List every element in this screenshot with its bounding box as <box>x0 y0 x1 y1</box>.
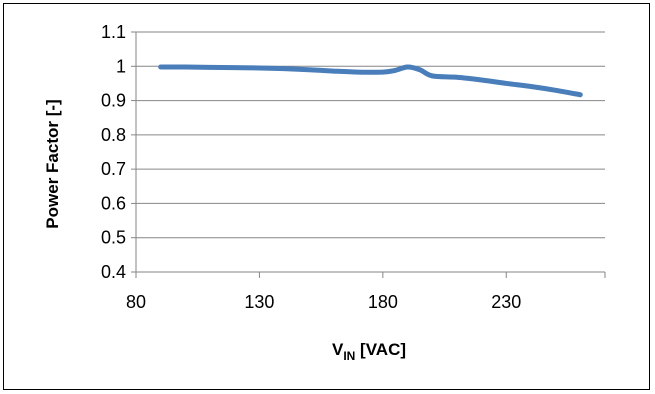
y-tick-label: 0.4 <box>101 262 126 282</box>
x-axis-title: VIN [VAC] <box>332 340 406 363</box>
x-axis-title-main: V <box>332 340 344 359</box>
y-tick-label: 1.1 <box>101 22 126 42</box>
x-axis-title-subscript: IN <box>343 349 355 363</box>
x-tick-label: 80 <box>126 292 146 312</box>
x-tick-label: 230 <box>491 292 521 312</box>
series-layer <box>158 64 583 98</box>
y-tick-label: 0.9 <box>101 91 126 111</box>
axes <box>131 31 606 278</box>
y-tick-label: 0.5 <box>101 228 126 248</box>
chart-frame <box>3 3 650 390</box>
series-line <box>158 64 583 98</box>
y-tick-label: 0.8 <box>101 125 126 145</box>
y-tick-labels: 0.4 0.5 0.6 0.7 0.8 0.9 1 1.1 <box>101 22 126 282</box>
y-tick-label: 1 <box>116 56 126 76</box>
x-axis-title-unit: [VAC] <box>355 340 406 359</box>
y-tick-label: 0.6 <box>101 193 126 213</box>
x-tick-labels: 80 130 180 230 <box>126 292 521 312</box>
y-tick-label: 0.7 <box>101 159 126 179</box>
x-tick-label: 130 <box>244 292 274 312</box>
x-tick-label: 180 <box>368 292 398 312</box>
y-axis-title: Power Factor [-] <box>43 99 62 228</box>
grid-lines <box>136 31 605 239</box>
